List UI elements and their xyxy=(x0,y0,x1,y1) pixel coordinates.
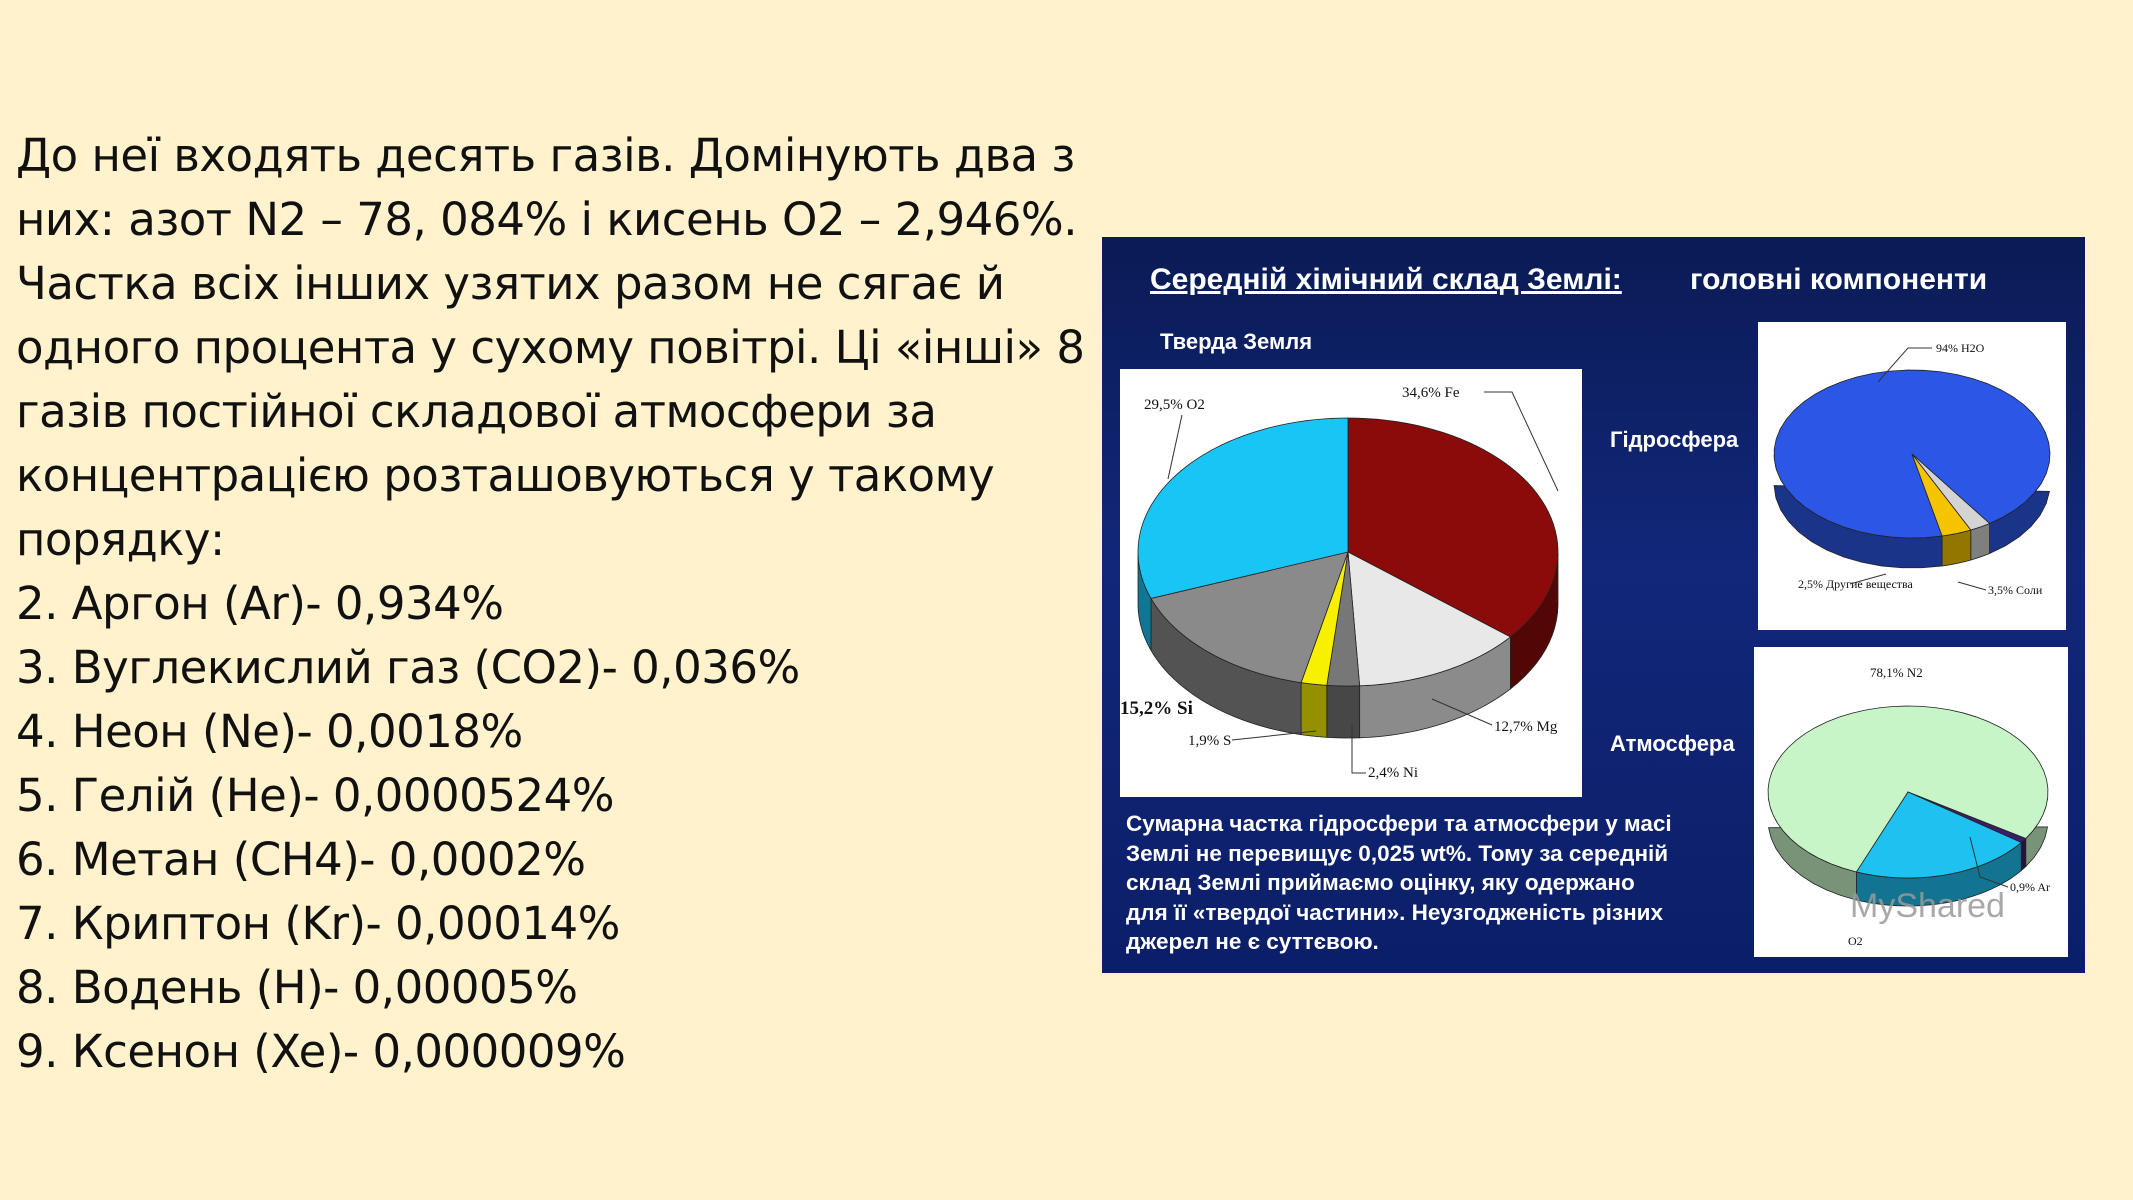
gas-list-item: 4. Неон (Ne)- 0,0018% xyxy=(16,705,523,758)
hydrosphere-panel: 94% H2O 2,5% Другие вещества 3,5% Соли xyxy=(1758,322,2066,630)
pie-slice xyxy=(1347,551,1512,687)
label-leader-line xyxy=(1351,725,1366,774)
note-line: джерел не є суттєвою. xyxy=(1126,929,1379,954)
gas-list: 2. Аргон (Ar)- 0,934% 3. Вуглекислий газ … xyxy=(16,572,1076,1084)
gas-list-item: 9. Ксенон (Xe)- 0,000009% xyxy=(16,1025,626,1078)
intro-paragraph: До неї входять десять газів. Домінують д… xyxy=(16,124,1085,572)
pie-slice xyxy=(1137,417,1349,599)
atmosphere-label: Атмосфера xyxy=(1610,731,1735,756)
gas-list-item: 5. Гелій (He)- 0,0000524% xyxy=(16,769,614,822)
paragraph-line: До неї входять десять газів. Домінують д… xyxy=(16,129,1075,182)
paragraph-line: газів постійної складової атмосфери за xyxy=(16,385,937,438)
hydrosphere-label: Гідросфера xyxy=(1610,427,1739,452)
paragraph-line: них: азот N2 – 78, 084% і кисень O2 – 2,… xyxy=(16,193,1078,246)
pie-slice-label: 0,9% Ar xyxy=(2010,880,2050,894)
pie-slice-side xyxy=(2020,837,2027,872)
pie-slice-label: 78,1% N2 xyxy=(1870,665,1923,680)
figure-title: Середній хімічний склад Землі: xyxy=(1150,263,1622,296)
pie-slice-label: 12,7% Mg xyxy=(1494,719,1558,735)
solid-earth-panel: 34,6% Fe 12,7% Mg 2,4% Ni 1,9% S 15,2% Si 29,… xyxy=(1120,369,1582,797)
label-leader-line xyxy=(1167,414,1183,480)
pie-slice xyxy=(1150,551,1349,684)
pie-slice xyxy=(1907,791,2027,844)
paragraph-line: порядку: xyxy=(16,513,225,566)
pie-slice xyxy=(1911,453,1991,531)
label-leader-line xyxy=(1957,581,1987,591)
paragraph-line: концентрацією розташовуються у такому xyxy=(16,449,995,502)
gas-list-item: 3. Вуглекислий газ (CO2)- 0,036% xyxy=(16,641,800,694)
solid-earth-label: Тверда Земля xyxy=(1160,329,1313,354)
pie-slice xyxy=(1347,417,1559,638)
note-line: для її «твердої частини». Неузгодженість… xyxy=(1126,899,1664,925)
label-leader-line xyxy=(1231,730,1317,741)
hydrosphere-pie-chart: 94% H2O 2,5% Другие вещества 3,5% Соли xyxy=(1773,341,2051,597)
gas-list-item: 7. Криптон (Kr)- 0,00014% xyxy=(16,897,620,950)
pie-slice-label: 15,2% Si xyxy=(1120,698,1193,719)
pie-slice-label: 2,5% Другие вещества xyxy=(1798,577,1914,591)
paragraph-line: одного процента у сухому повітрі. Ці «ін… xyxy=(16,321,1085,374)
pie-slice xyxy=(1855,791,2023,879)
label-leader-line xyxy=(1484,391,1559,492)
label-leader-line xyxy=(1849,573,1887,585)
solid-earth-pie-chart: 34,6% Fe 12,7% Mg 2,4% Ni 1,9% S 15,2% Si 29,… xyxy=(1120,385,1559,781)
pie-slice-label: 1,9% S xyxy=(1188,733,1231,749)
pie-slice-label: 94% H2O xyxy=(1936,341,1985,355)
main-text: До неї входять десять газів. Домінують д… xyxy=(16,124,1085,1084)
note-line: Сумарна частка гідросфери та атмосфери у… xyxy=(1126,811,1672,836)
watermark: MyShared xyxy=(1850,887,2005,925)
pie-slice-label: O2 xyxy=(1848,934,1863,948)
figure-note: Сумарна частка гідросфери та атмосфери у… xyxy=(1126,809,1736,957)
note-line: Землі не перевищує 0,025 wt%. Тому за се… xyxy=(1126,840,1669,866)
pie-slice xyxy=(1767,705,2049,873)
atmosphere-panel: 78,1% N2 0,9% Ar O2 xyxy=(1754,647,2068,957)
pie-slice-side xyxy=(1326,684,1361,739)
paragraph-line: Частка всіх інших узятих разом не сягає … xyxy=(16,257,1005,310)
label-leader-line xyxy=(1877,347,1932,383)
label-leader-line xyxy=(1431,698,1493,726)
atmosphere-pie-chart: 78,1% N2 0,9% Ar O2 xyxy=(1767,665,2050,948)
note-line: склад Землі приймаємо оцінку, яку одержа… xyxy=(1126,870,1635,895)
gas-list-item: 6. Метан (CH4)- 0,0002% xyxy=(16,833,586,886)
figure-subtitle: головні компоненти xyxy=(1690,263,1988,296)
gas-list-item: 2. Аргон (Ar)- 0,934% xyxy=(16,577,504,630)
pie-slice-side xyxy=(1300,682,1328,738)
pie-slice-label: 34,6% Fe xyxy=(1402,385,1460,401)
pie-slice-label: 29,5% O2 xyxy=(1144,397,1205,413)
earth-composition-figure: Середній хімічний склад Землі: головні к… xyxy=(1102,237,2085,973)
pie-slice xyxy=(1326,551,1361,687)
pie-slice xyxy=(1911,453,1972,537)
gas-list-item: 8. Водень (H)- 0,00005% xyxy=(16,961,578,1014)
pie-slice-label: 2,4% Ni xyxy=(1368,765,1418,781)
label-leader-line xyxy=(1969,836,2009,888)
pie-slice-label: 3,5% Соли xyxy=(1988,583,2043,597)
